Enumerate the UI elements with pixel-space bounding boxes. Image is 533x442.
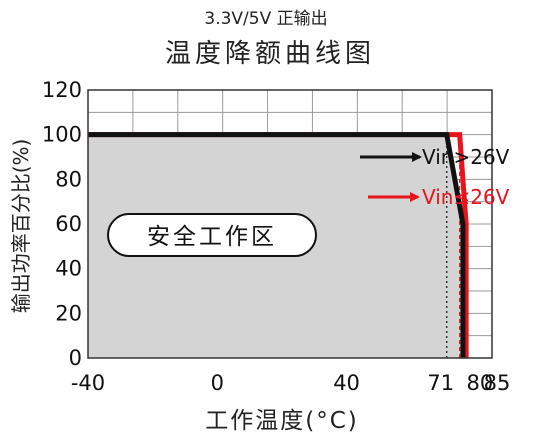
x-axis-label: 工作温度(°C) [205, 408, 359, 434]
y-axis-label: 输出功率百分比(%) [9, 139, 33, 314]
series-lines [88, 132, 469, 358]
legend-vin-low: Vin≤26V [368, 185, 510, 209]
y-tick-label: 20 [55, 301, 82, 325]
vin-low-label: Vin≤26V [422, 185, 510, 209]
y-tick-label: 60 [55, 212, 82, 236]
y-tick-label: 100 [42, 123, 82, 147]
safe-area-label: 安全工作区 [147, 224, 277, 250]
x-tick-label: 0 [211, 371, 224, 395]
x-tick-label: -40 [71, 371, 105, 395]
plot-frame [87, 89, 493, 359]
series-line-vin-high [88, 132, 466, 358]
y-tick-label: 120 [42, 78, 82, 102]
safe-area-badge: 安全工作区 [107, 213, 317, 257]
safe-area-pill [107, 213, 317, 257]
chart-subtitle: 3.3V/5V 正输出 [204, 9, 327, 29]
x-tick-label: 80 [466, 371, 493, 395]
y-tick-labels: 0 20 40 60 80 100 120 [42, 78, 82, 370]
x-tick-label: 85 [484, 371, 511, 395]
chart-title: 温度降额曲线图 [165, 39, 375, 69]
y-tick-label: 0 [69, 346, 82, 370]
legend-vin-high: Vin>26V [360, 145, 510, 169]
vin-high-label: Vin>26V [422, 145, 510, 169]
x-tick-label: 71 [427, 371, 454, 395]
y-tick-label: 80 [55, 167, 82, 191]
y-tick-label: 40 [55, 257, 82, 281]
reference-lines [446, 134, 461, 358]
x-tick-label: 40 [333, 371, 360, 395]
